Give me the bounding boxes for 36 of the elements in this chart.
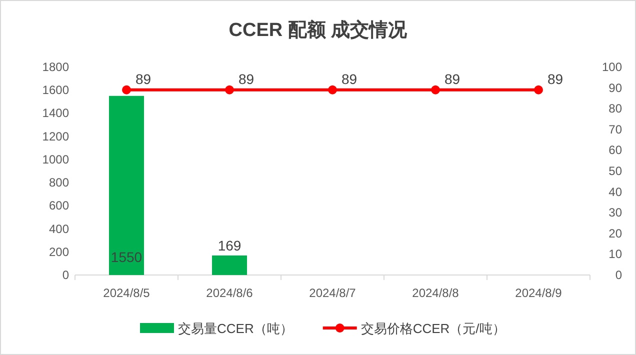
x-tick-label: 2024/8/6: [206, 286, 254, 300]
y-tick-label: 400: [48, 222, 70, 236]
y2-tick-label: 70: [608, 122, 622, 136]
y2-tick-label: 30: [608, 206, 622, 220]
y2-tick-label: 40: [608, 184, 622, 199]
y-tick-label: 800: [48, 176, 70, 190]
x-tick-label: 2024/8/8: [412, 286, 460, 300]
data-label: 89: [238, 70, 254, 87]
y2-tick-label: 20: [608, 226, 622, 240]
data-label: 89: [548, 70, 564, 87]
y2-tick-label: 90: [608, 80, 622, 95]
y2-tick-label: 100: [602, 60, 622, 74]
data-label: 89: [444, 70, 460, 87]
y2-tick-label: 10: [608, 247, 622, 262]
y-tick-label: 600: [48, 198, 70, 213]
y-tick-label: 1800: [42, 60, 70, 74]
data-label: 1550: [110, 249, 142, 265]
y-tick-label: 1400: [42, 106, 70, 120]
y-tick-label: 1000: [42, 152, 70, 166]
y-tick-label: 1200: [42, 129, 70, 144]
data-label: 89: [342, 70, 358, 87]
y2-tick-label: 50: [608, 164, 622, 178]
chart-title: CCER 配额 成交情况: [228, 19, 408, 41]
data-label: 169: [218, 237, 242, 254]
y2-tick-label: 0: [615, 268, 622, 282]
y-tick-label: 1600: [42, 83, 70, 98]
y2-tick-label: 80: [608, 102, 622, 116]
legend-label: 交易量CCER（吨）: [178, 321, 293, 336]
data-label: 89: [136, 70, 152, 87]
legend-label: 交易价格CCER（元/吨）: [360, 321, 506, 336]
x-tick-label: 2024/8/5: [103, 286, 150, 300]
y-tick-label: 0: [62, 268, 70, 282]
y-tick-label: 200: [48, 244, 70, 259]
x-tick-label: 2024/8/7: [309, 286, 356, 300]
x-tick-label: 2024/8/9: [515, 286, 562, 300]
y2-tick-label: 60: [608, 143, 622, 158]
